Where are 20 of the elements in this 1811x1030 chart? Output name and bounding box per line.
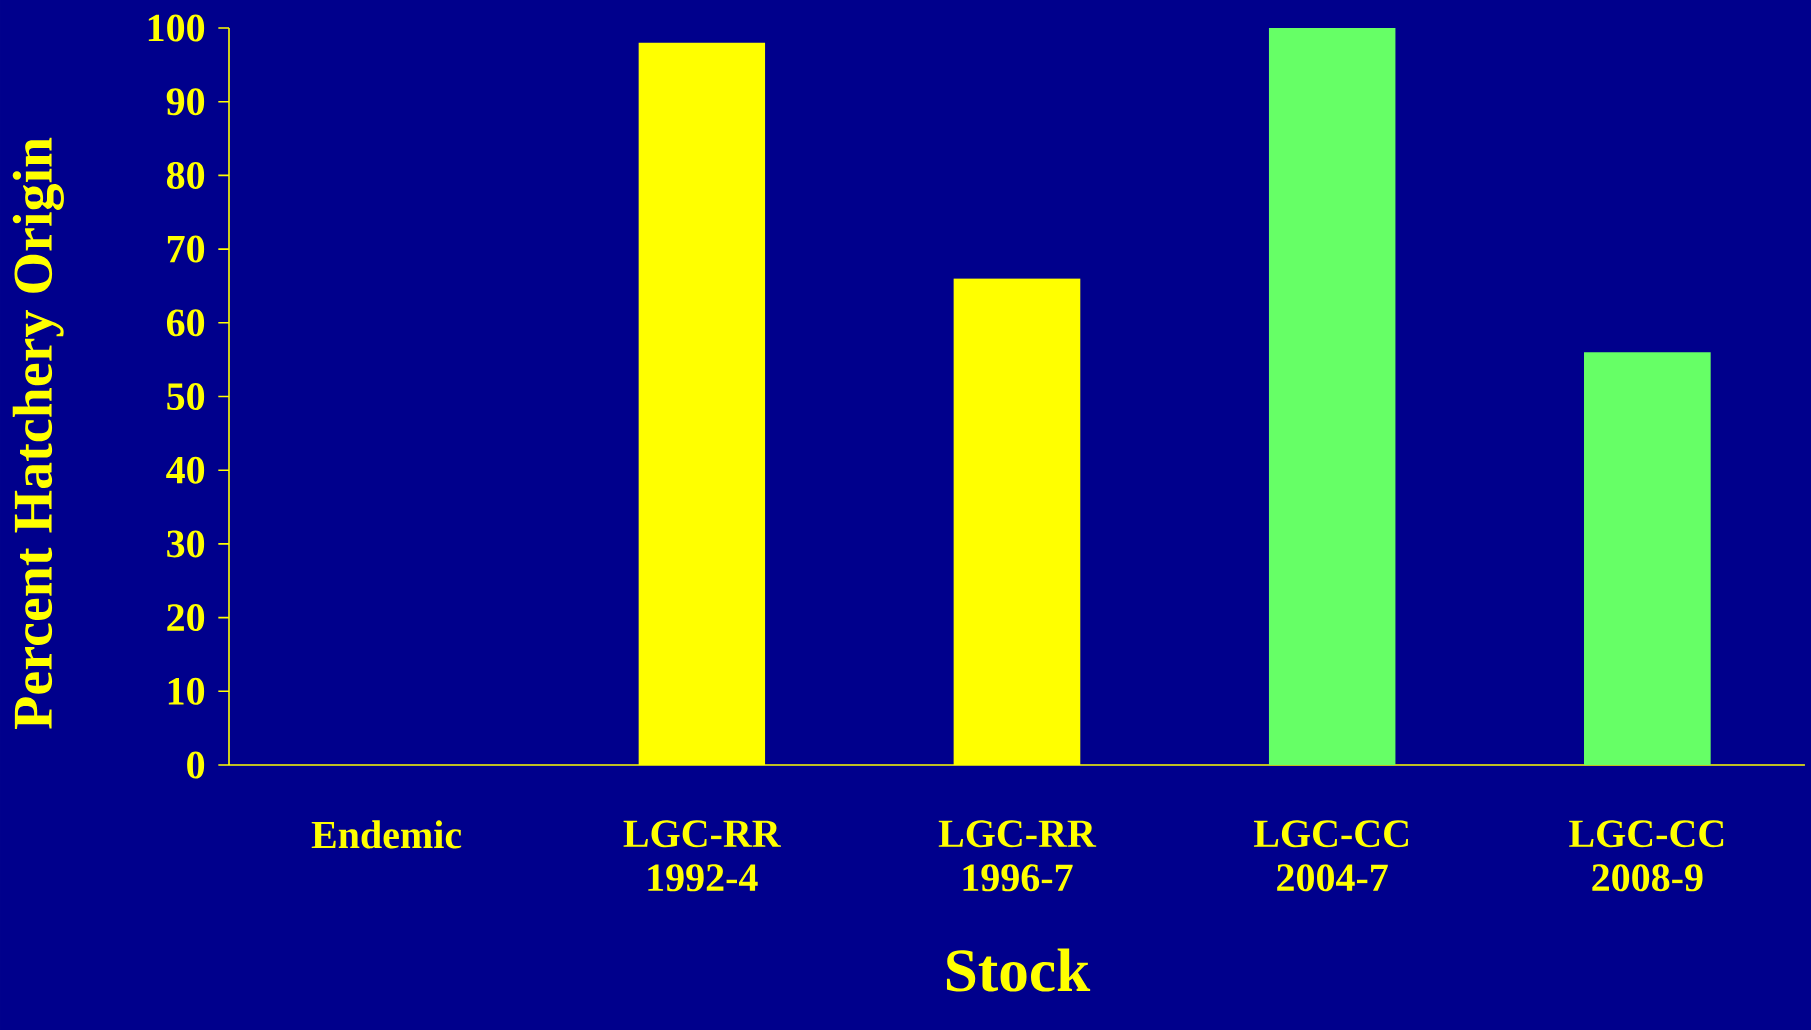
y-tick-label: 70	[167, 235, 205, 263]
y-tick-label: 80	[166, 161, 205, 189]
y-tick-label: 0	[187, 751, 205, 779]
y-tick-label: 40	[166, 456, 205, 484]
x-axis-title: Stock	[946, 948, 1091, 992]
x-tick-label: LGC-RR 1992-4	[623, 820, 782, 892]
x-tick-label: LGC-CC 2008-9	[1569, 820, 1724, 892]
y-tick-label: 90	[166, 88, 205, 116]
y-tick-label: 10	[168, 677, 205, 705]
x-tick-label: LGC-CC 2004-7	[1253, 820, 1408, 892]
y-tick-label: 30	[167, 530, 205, 558]
y-tick-label: 100	[148, 14, 205, 42]
bar	[1584, 352, 1711, 765]
y-axis-title: Percent Hatchery Origin	[12, 137, 64, 729]
y-tick-label: 50	[167, 382, 205, 410]
x-tick-label: Endemic	[311, 820, 462, 849]
x-tick-label: LGC-RR 1996-7	[938, 820, 1097, 892]
y-tick-label: 60	[166, 309, 205, 337]
bar	[1268, 27, 1396, 765]
y-tick-label: 20	[167, 604, 205, 632]
